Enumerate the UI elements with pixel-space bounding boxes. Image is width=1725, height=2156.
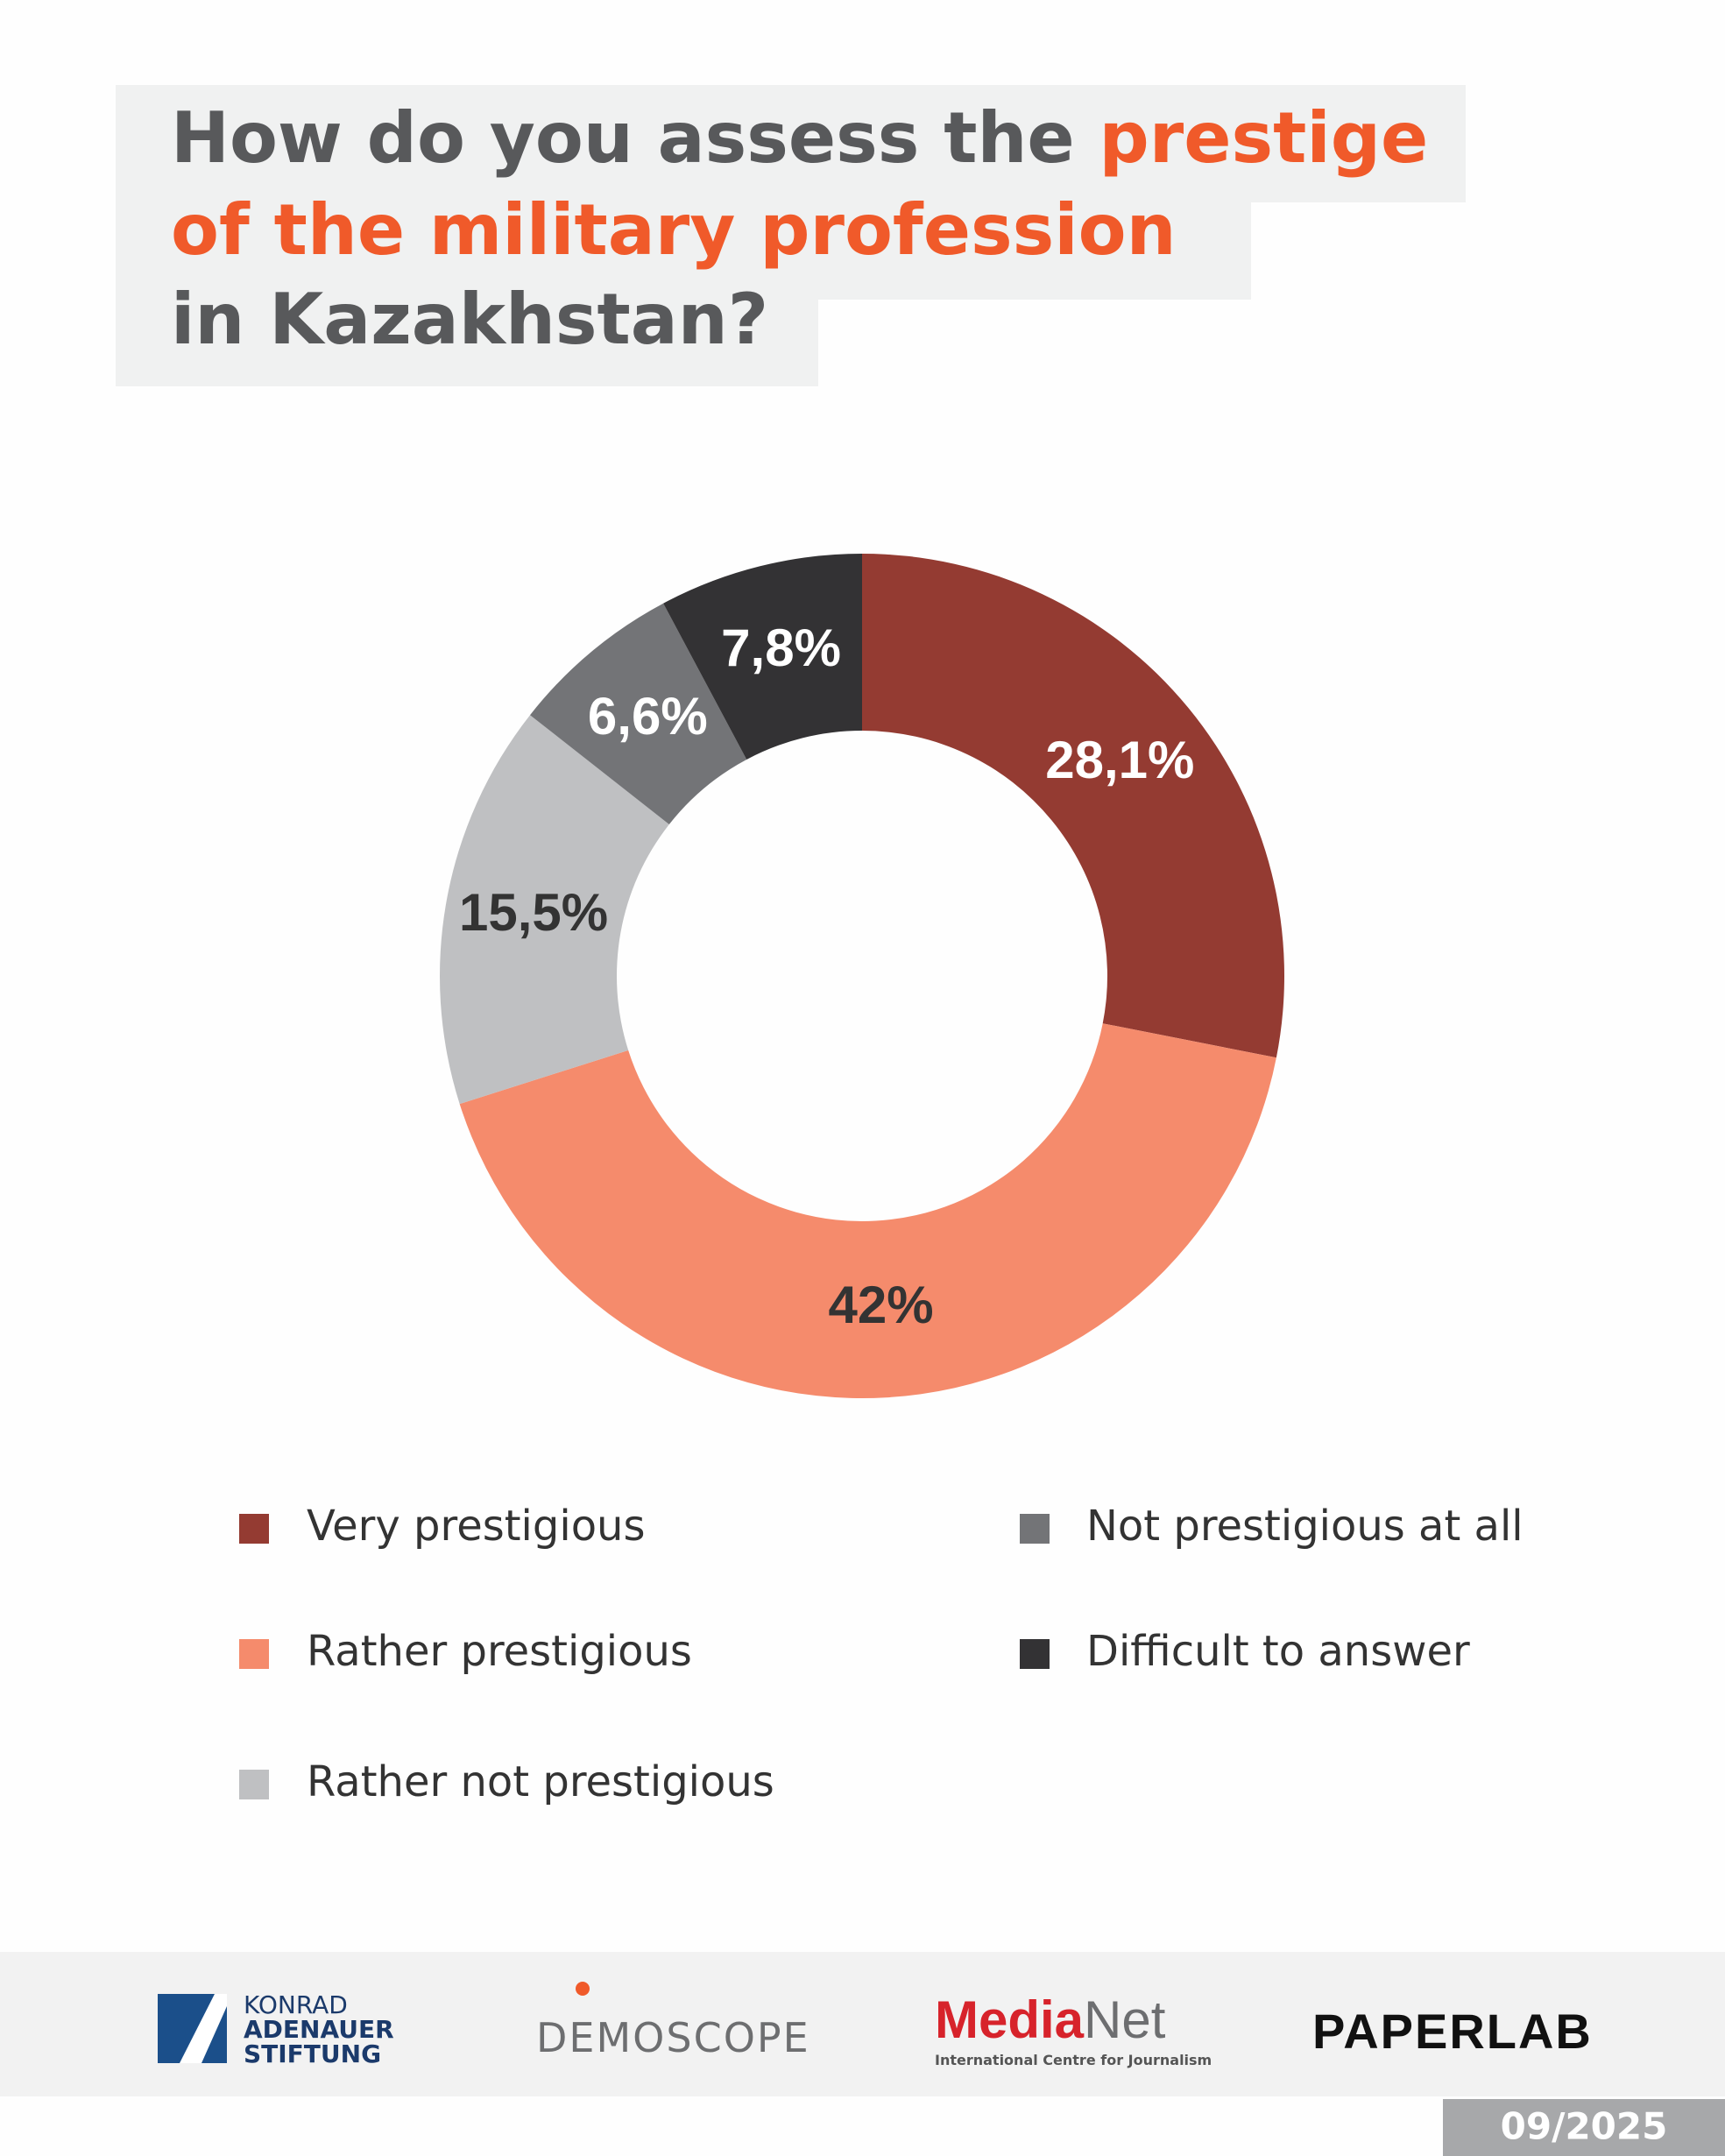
value-label: 6,6% (588, 687, 708, 746)
title-line: in Kazakhstan? (171, 279, 768, 360)
medianet-media: Media (935, 1990, 1085, 2049)
donut-slice (663, 554, 862, 760)
kas-text: ADENAUER (244, 2015, 394, 2044)
title-line: How do you assess the prestige (171, 97, 1428, 179)
legend-swatch (1020, 1514, 1050, 1544)
donut-slice (530, 603, 747, 824)
legend-swatch (1020, 1639, 1050, 1669)
kas-text: KONRAD (244, 1990, 348, 2019)
legend-swatch (239, 1514, 269, 1544)
title-box (116, 298, 818, 386)
title-segment: in Kazakhstan? (171, 279, 768, 360)
date: 09/2025 (1501, 2105, 1668, 2148)
demoscope-logo: DEMOSCOPE (536, 2014, 810, 2061)
title-segment: prestige (1099, 97, 1429, 179)
kas-logo: KONRAD ADENAUER STIFTUNG (158, 1990, 394, 2068)
donut-slice (862, 554, 1284, 1058)
title-segment: of the military profession (171, 189, 1177, 271)
donut-slice (459, 1023, 1276, 1399)
legend-swatch (239, 1639, 269, 1669)
value-label: 15,5% (459, 883, 608, 942)
kas-text: STIFTUNG (244, 2039, 381, 2068)
legend-label: Not prestigious at all (1086, 1502, 1524, 1551)
title-segment: How do you assess the (171, 97, 1099, 179)
title-line: of the military profession (171, 189, 1177, 271)
medianet-tagline: International Centre for Journalism (935, 2052, 1212, 2068)
title-box (116, 201, 1251, 300)
donut: 28,1% 42% 15,5% 6,6%7,8% (440, 554, 1284, 1399)
legend-label: Rather not prestigious (307, 1757, 774, 1806)
legend-label: Difficult to answer (1086, 1627, 1470, 1676)
legend-label: Rather prestigious (307, 1627, 692, 1676)
title: How do you assess the prestige of the mil… (171, 97, 1428, 360)
medianet-logo: MediaNet (935, 1990, 1166, 2049)
legend-label: Very prestigious (307, 1502, 645, 1551)
value-label: 42% (828, 1276, 933, 1334)
legend-swatch (239, 1770, 269, 1799)
donut-slice (440, 715, 669, 1105)
value-label: 7,8% (721, 619, 841, 677)
value-label: 28,1% (1045, 731, 1194, 789)
legend: Very prestigious Rather prestigious Rather… (239, 1502, 1524, 1806)
title-box (116, 85, 1466, 202)
paperlab-logo: PAPERLAB (1312, 2004, 1593, 2059)
kas-stripe (180, 1994, 227, 2063)
footer-band (0, 1952, 1725, 2096)
date-box (1443, 2099, 1725, 2156)
demoscope-dot (576, 1982, 590, 1996)
medianet-net: Net (1084, 1990, 1166, 2049)
